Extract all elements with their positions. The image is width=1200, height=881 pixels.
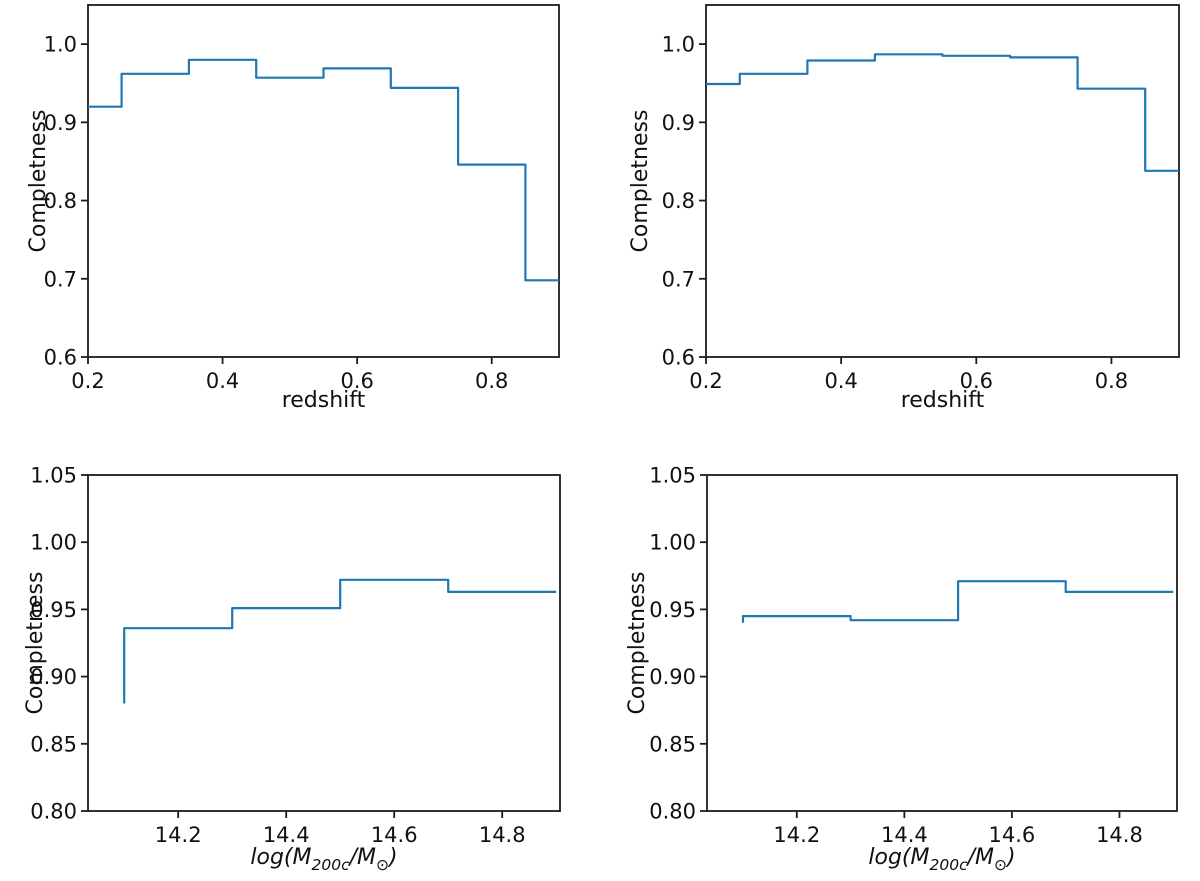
x-tick-label: 0.8 — [475, 369, 508, 393]
x-tick-label: 0.8 — [1095, 369, 1128, 393]
y-tick-label: 0.8 — [44, 189, 77, 213]
x-tick-label: 14.6 — [371, 823, 418, 847]
x-tick-label: 0.2 — [689, 369, 722, 393]
subplot-completeness-vs-redshift-right: 0.2 0.4 0.6 0.8 1.0 0.9 0.8 0.7 0.6 redshift Compl… — [600, 0, 1200, 440]
subplot-completeness-vs-mass-left: 14.2 14.4 14.6 14.8 1.05 1.00 0.95 0.90 0.85 0.80… — [0, 440, 600, 881]
y-tick-label: 0.85 — [30, 732, 77, 756]
y-axis-label: Completness — [26, 110, 51, 253]
x-axis-label: redshift — [901, 388, 985, 413]
x-tick-label: 14.2 — [773, 823, 820, 847]
axes-frame — [706, 474, 1178, 812]
x-tick-label: 14.4 — [881, 823, 928, 847]
x-axis-label: log(M200c/M⊙) — [868, 845, 1015, 874]
x-tick-label: 14.6 — [989, 823, 1036, 847]
x-tick-label: 0.4 — [824, 369, 857, 393]
y-tick-label: 0.90 — [30, 665, 77, 689]
x-tick-label: 0.4 — [206, 369, 239, 393]
x-tick-label: 14.4 — [263, 823, 310, 847]
y-tick-label: 0.85 — [649, 732, 696, 756]
y-tick-label: 0.95 — [649, 598, 696, 622]
x-tick-label: 14.2 — [155, 823, 202, 847]
step-line — [88, 58, 559, 282]
y-tick-label: 0.90 — [649, 665, 696, 689]
y-tick-label: 0.80 — [649, 800, 696, 824]
y-tick-label: 1.0 — [662, 33, 695, 57]
y-tick-label: 0.9 — [662, 111, 695, 135]
x-axis-label: log(M200c/M⊙) — [250, 845, 397, 874]
y-tick-label: 0.95 — [30, 598, 77, 622]
x-tick-label: 0.6 — [960, 369, 993, 393]
step-line — [706, 53, 1179, 172]
subplot-completeness-vs-redshift-left: 0.2 0.4 0.6 0.8 1.0 0.9 0.8 0.7 0.6 redshift Compl… — [0, 0, 600, 440]
plot-bottom-right: 14.2 14.4 14.6 14.8 1.05 1.00 0.95 0.90 0.85 0.80… — [625, 464, 1178, 874]
axes-frame — [87, 474, 561, 812]
y-tick-label: 1.00 — [649, 531, 696, 555]
plot-top-right: 0.2 0.4 0.6 0.81.00.90.80.70.6redshiftCompl… — [628, 4, 1180, 413]
y-tick-label: 1.0 — [44, 33, 77, 57]
y-tick-label: 0.6 — [44, 346, 77, 370]
axes-frame — [87, 4, 560, 358]
y-axis-label: Completness — [23, 572, 48, 715]
x-axis-label: redshift — [282, 388, 366, 413]
y-tick-label: 0.9 — [44, 111, 77, 135]
x-tick-label: 0.2 — [71, 369, 104, 393]
x-tick-label: 14.8 — [1096, 823, 1143, 847]
y-tick-label: 0.8 — [662, 189, 695, 213]
y-tick-label: 1.00 — [30, 531, 77, 555]
subplot-completeness-vs-mass-right: 14.2 14.4 14.6 14.8 1.05 1.00 0.95 0.90 0.85 0.80… — [600, 440, 1200, 881]
step-line — [741, 580, 1174, 623]
y-tick-label: 0.7 — [44, 267, 77, 291]
y-tick-label: 0.80 — [30, 800, 77, 824]
y-axis-label: Completness — [625, 572, 650, 715]
axes-frame — [705, 4, 1180, 358]
y-tick-label: 0.7 — [662, 267, 695, 291]
step-line — [123, 578, 557, 704]
y-axis-label: Completness — [628, 110, 653, 253]
y-tick-label: 1.05 — [30, 464, 77, 488]
x-tick-label: 0.6 — [340, 369, 373, 393]
x-tick-label: 14.8 — [479, 823, 526, 847]
y-tick-label: 0.6 — [662, 346, 695, 370]
y-tick-label: 1.05 — [649, 464, 696, 488]
plot-top-left: 0.2 0.4 0.6 0.81.00.90.80.70.6redshiftCompl… — [26, 4, 560, 413]
plot-bottom-left: 14.2 14.4 14.6 14.8 1.05 1.00 0.95 0.90 0.85 0.80… — [23, 464, 561, 874]
